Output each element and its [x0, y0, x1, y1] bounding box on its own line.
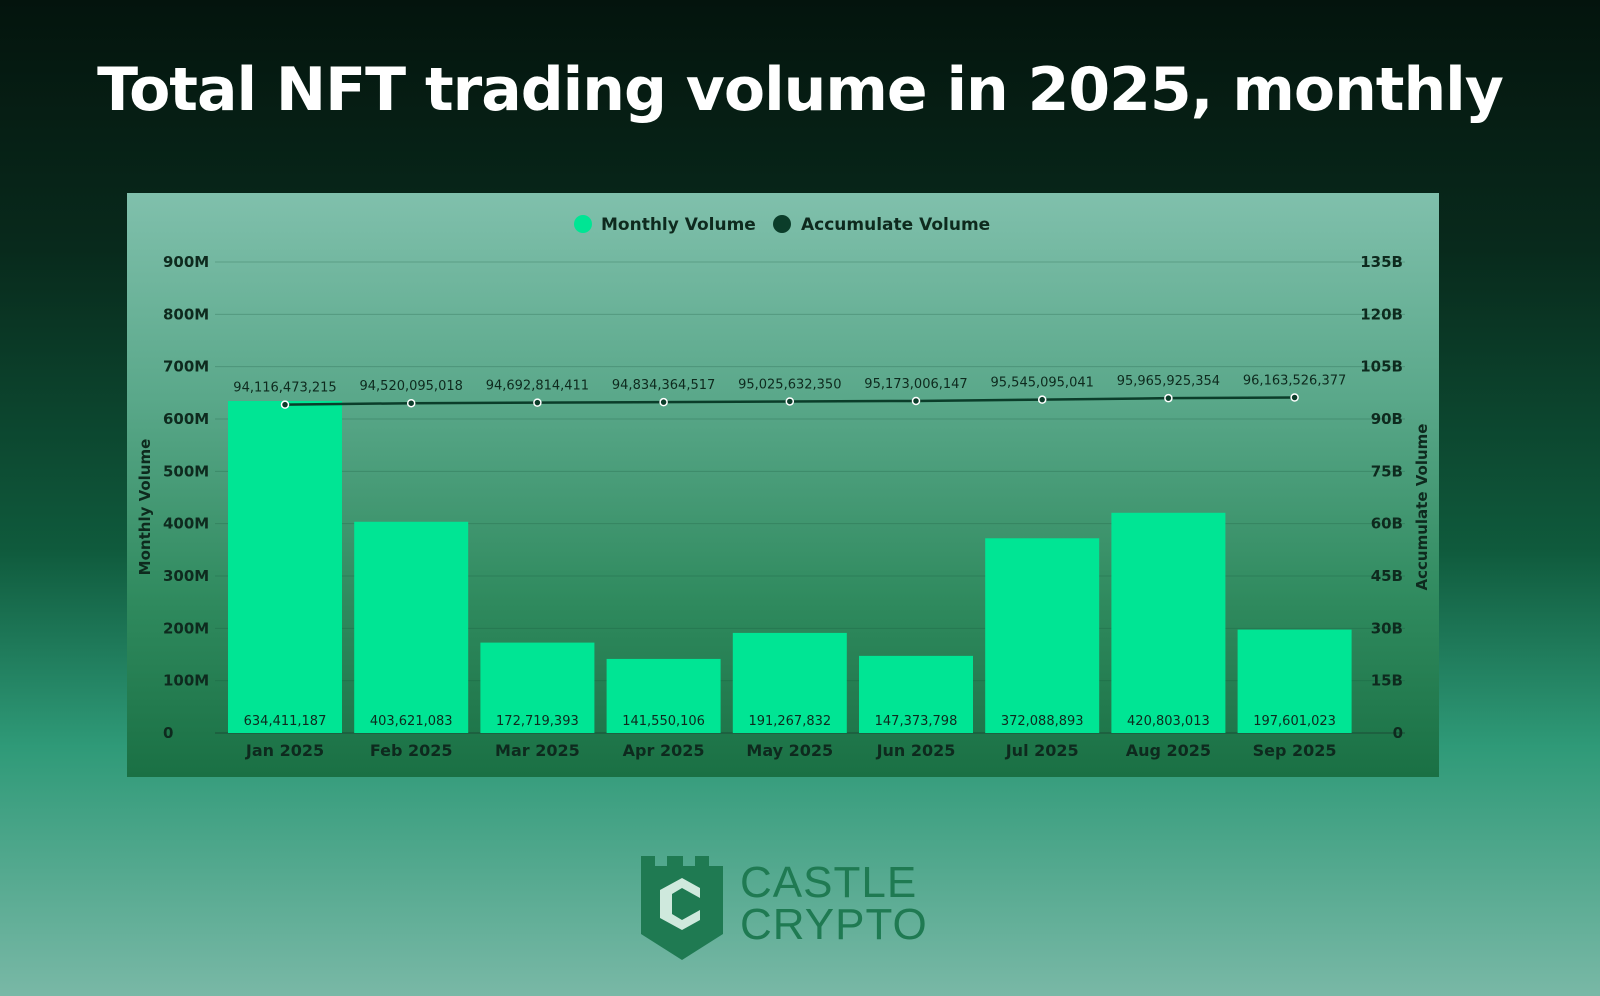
- x-tick-label: Mar 2025: [495, 741, 580, 760]
- accumulate-point: [1290, 393, 1299, 402]
- legend-marker-monthly: [574, 215, 592, 233]
- bar-may-2025: [732, 632, 847, 733]
- x-tick-label: Feb 2025: [370, 741, 453, 760]
- bar-value-label: 372,088,893: [1001, 714, 1084, 729]
- left-tick-label: 200M: [163, 619, 209, 637]
- bar-apr-2025: [606, 658, 721, 733]
- left-tick-label: 600M: [163, 410, 209, 428]
- accumulate-point: [1164, 393, 1173, 403]
- x-tick-label: May 2025: [746, 741, 833, 760]
- left-tick-label: 900M: [163, 253, 209, 271]
- bar-jan-2025: [228, 400, 342, 733]
- bar-value-label: 420,803,013: [1127, 714, 1210, 729]
- bar-jun-2025: [859, 655, 973, 733]
- right-tick-label: 90B: [1371, 410, 1403, 428]
- accumulate-value-label: 96,163,526,377: [1243, 373, 1346, 388]
- bar-aug-2025: [1111, 512, 1226, 733]
- bar-value-label: 634,411,187: [244, 714, 327, 729]
- logo-text-line2: CRYPTO: [740, 900, 928, 949]
- bar-value-label: 197,601,023: [1253, 714, 1336, 729]
- right-tick-label: 75B: [1371, 462, 1403, 480]
- right-tick-label: 30B: [1371, 619, 1403, 637]
- accumulate-point: [406, 398, 416, 408]
- x-tick-label: Jan 2025: [245, 741, 324, 760]
- right-tick-label: 60B: [1371, 515, 1403, 533]
- left-tick-label: 0: [163, 724, 173, 742]
- bar-value-label: 141,550,106: [622, 714, 705, 729]
- left-tick-label: 300M: [163, 567, 209, 585]
- accumulate-point: [659, 397, 668, 407]
- right-tick-label: 45B: [1371, 567, 1403, 585]
- bar-mar-2025: [480, 642, 595, 733]
- accumulate-value-label: 95,173,006,147: [864, 377, 967, 392]
- left-tick-label: 100M: [163, 672, 209, 690]
- accumulate-value-label: 94,834,364,517: [612, 378, 715, 393]
- right-tick-label: 15B: [1371, 672, 1403, 690]
- x-tick-label: Apr 2025: [623, 741, 705, 760]
- bar-value-label: 403,621,083: [370, 714, 453, 729]
- logo-text-line1: CASTLE: [740, 858, 918, 907]
- bar-value-label: 172,719,393: [496, 714, 579, 729]
- accumulate-value-label: 94,116,473,215: [233, 381, 336, 396]
- accumulate-point: [533, 398, 542, 407]
- left-tick-label: 700M: [163, 358, 209, 376]
- accumulate-point: [280, 400, 290, 409]
- bar-value-label: 191,267,832: [748, 714, 831, 729]
- right-tick-label: 120B: [1360, 305, 1403, 323]
- right-tick-label: 135B: [1360, 253, 1403, 271]
- legend-marker-accumulate: [773, 215, 791, 233]
- accumulate-point: [911, 396, 921, 406]
- bar-value-label: 147,373,798: [875, 714, 958, 729]
- bar-feb-2025: [354, 521, 469, 733]
- accumulate-value-label: 95,545,095,041: [991, 376, 1094, 391]
- x-tick-label: Jun 2025: [876, 741, 956, 760]
- left-tick-label: 400M: [163, 515, 209, 533]
- chart-title: Total NFT trading volume in 2025, monthl…: [97, 55, 1504, 125]
- right-tick-label: 0: [1393, 724, 1403, 742]
- left-tick-label: 800M: [163, 305, 209, 323]
- accumulate-value-label: 94,692,814,411: [486, 379, 589, 394]
- x-tick-label: Sep 2025: [1253, 741, 1337, 760]
- bar-sep-2025: [1237, 629, 1352, 733]
- accumulate-value-label: 95,025,632,350: [738, 377, 841, 392]
- left-tick-label: 500M: [163, 462, 209, 480]
- right-tick-label: 105B: [1360, 358, 1403, 376]
- right-axis-label: Accumulate Volume: [1413, 424, 1431, 591]
- bar-jul-2025: [985, 538, 1100, 733]
- legend-label-accumulate: Accumulate Volume: [801, 215, 990, 235]
- accumulate-point: [785, 397, 795, 406]
- legend-label-monthly: Monthly Volume: [601, 215, 756, 235]
- x-tick-label: Jul 2025: [1005, 741, 1079, 760]
- accumulate-point: [1037, 395, 1047, 404]
- accumulate-value-label: 94,520,095,018: [360, 379, 463, 394]
- x-tick-label: Aug 2025: [1126, 741, 1211, 760]
- left-axis-label: Monthly Volume: [136, 439, 154, 576]
- accumulate-value-label: 95,965,925,354: [1117, 374, 1220, 389]
